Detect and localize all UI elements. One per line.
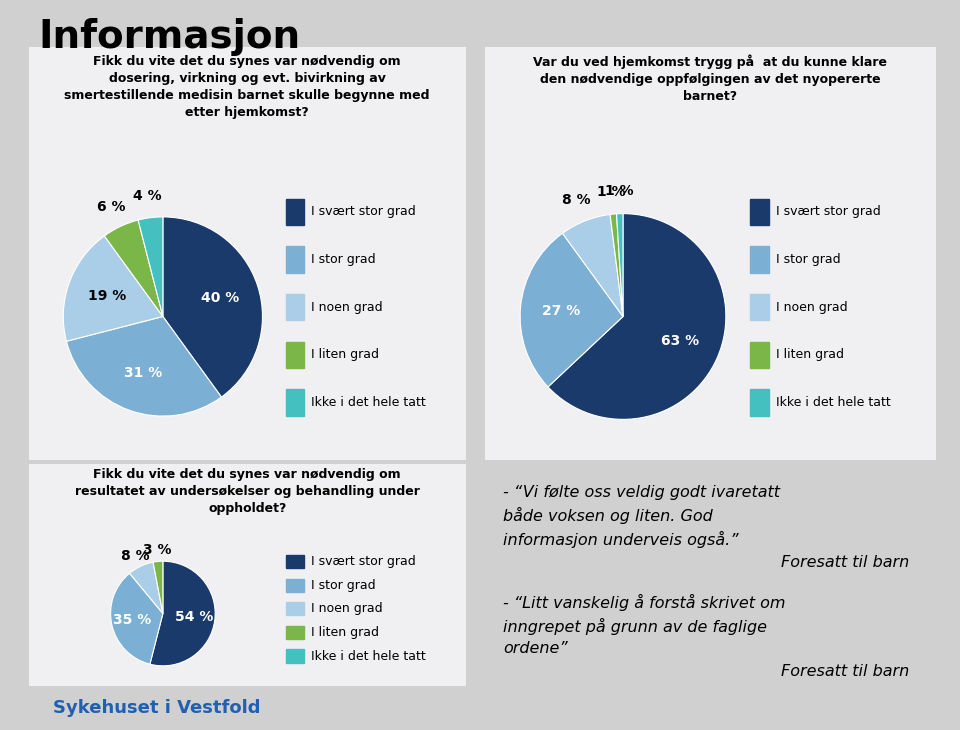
Wedge shape (163, 217, 262, 397)
Text: - “Vi følte oss veldig godt ivaretatt
både voksen og liten. God
informasjon unde: - “Vi følte oss veldig godt ivaretatt bå… (503, 485, 780, 548)
Bar (286, 246, 304, 273)
Wedge shape (548, 214, 726, 419)
Text: I stor grad: I stor grad (311, 253, 375, 266)
Text: Foresatt til barn: Foresatt til barn (781, 555, 909, 570)
Text: Foresatt til barn: Foresatt til barn (781, 664, 909, 680)
Text: I noen grad: I noen grad (311, 602, 383, 615)
Wedge shape (153, 561, 163, 613)
Wedge shape (63, 236, 163, 341)
Text: 31 %: 31 % (124, 366, 162, 380)
Text: 4 %: 4 % (133, 189, 162, 203)
Bar (751, 246, 769, 273)
Text: 8 %: 8 % (121, 549, 150, 563)
Bar (286, 556, 304, 569)
Wedge shape (138, 217, 163, 317)
Bar (751, 389, 769, 416)
Bar (286, 602, 304, 615)
Bar (286, 199, 304, 225)
Wedge shape (66, 317, 222, 416)
Text: 40 %: 40 % (201, 291, 239, 305)
Text: 27 %: 27 % (542, 304, 581, 318)
Text: Ikke i det hele tatt: Ikke i det hele tatt (311, 650, 426, 663)
Wedge shape (105, 220, 163, 317)
Text: Ikke i det hele tatt: Ikke i det hele tatt (777, 396, 891, 409)
Text: I stor grad: I stor grad (777, 253, 841, 266)
FancyBboxPatch shape (20, 459, 474, 691)
FancyBboxPatch shape (20, 39, 474, 468)
Text: I liten grad: I liten grad (311, 348, 379, 361)
Text: 1 %: 1 % (597, 185, 626, 199)
Bar (286, 342, 304, 368)
Bar (286, 626, 304, 639)
Text: I svært stor grad: I svært stor grad (777, 205, 881, 218)
Bar (286, 579, 304, 592)
Wedge shape (616, 214, 623, 317)
Wedge shape (520, 234, 623, 387)
Text: Fikk du vite det du synes var nødvendig om
dosering, virkning og evt. bivirkning: Fikk du vite det du synes var nødvendig … (64, 55, 430, 119)
Bar (286, 650, 304, 663)
Text: 3 %: 3 % (143, 543, 171, 557)
Bar (751, 294, 769, 320)
Bar (751, 199, 769, 225)
Text: I noen grad: I noen grad (777, 301, 848, 314)
Text: Var du ved hjemkomst trygg på  at du kunne klare
den nødvendige oppfølgingen av : Var du ved hjemkomst trygg på at du kunn… (534, 55, 887, 104)
Text: Informasjon: Informasjon (38, 18, 300, 56)
Text: I liten grad: I liten grad (311, 626, 379, 639)
Text: I stor grad: I stor grad (311, 579, 375, 592)
Wedge shape (611, 214, 623, 317)
Text: 19 %: 19 % (87, 289, 126, 303)
Text: I noen grad: I noen grad (311, 301, 383, 314)
Text: Sykehuset i Vestfold: Sykehuset i Vestfold (53, 699, 260, 717)
Wedge shape (110, 573, 163, 664)
Text: 8 %: 8 % (563, 193, 591, 207)
Wedge shape (130, 562, 163, 613)
Wedge shape (150, 561, 215, 666)
Text: - “Litt vanskelig å forstå skrivet om
inngrepet på grunn av de faglige
ordene”: - “Litt vanskelig å forstå skrivet om in… (503, 594, 785, 656)
Text: I liten grad: I liten grad (777, 348, 844, 361)
Text: I svært stor grad: I svært stor grad (311, 205, 416, 218)
Bar (751, 342, 769, 368)
Text: 35 %: 35 % (113, 613, 152, 627)
Text: 6 %: 6 % (97, 199, 126, 214)
Text: 1 %: 1 % (605, 184, 634, 198)
Wedge shape (563, 215, 623, 317)
FancyBboxPatch shape (476, 39, 945, 468)
Text: I svært stor grad: I svært stor grad (311, 556, 416, 569)
Bar (286, 294, 304, 320)
Text: 63 %: 63 % (660, 334, 699, 348)
Text: Ikke i det hele tatt: Ikke i det hele tatt (311, 396, 426, 409)
Text: Fikk du vite det du synes var nødvendig om
resultatet av undersøkelser og behand: Fikk du vite det du synes var nødvendig … (75, 468, 420, 515)
Bar (286, 389, 304, 416)
Text: 54 %: 54 % (175, 610, 213, 624)
